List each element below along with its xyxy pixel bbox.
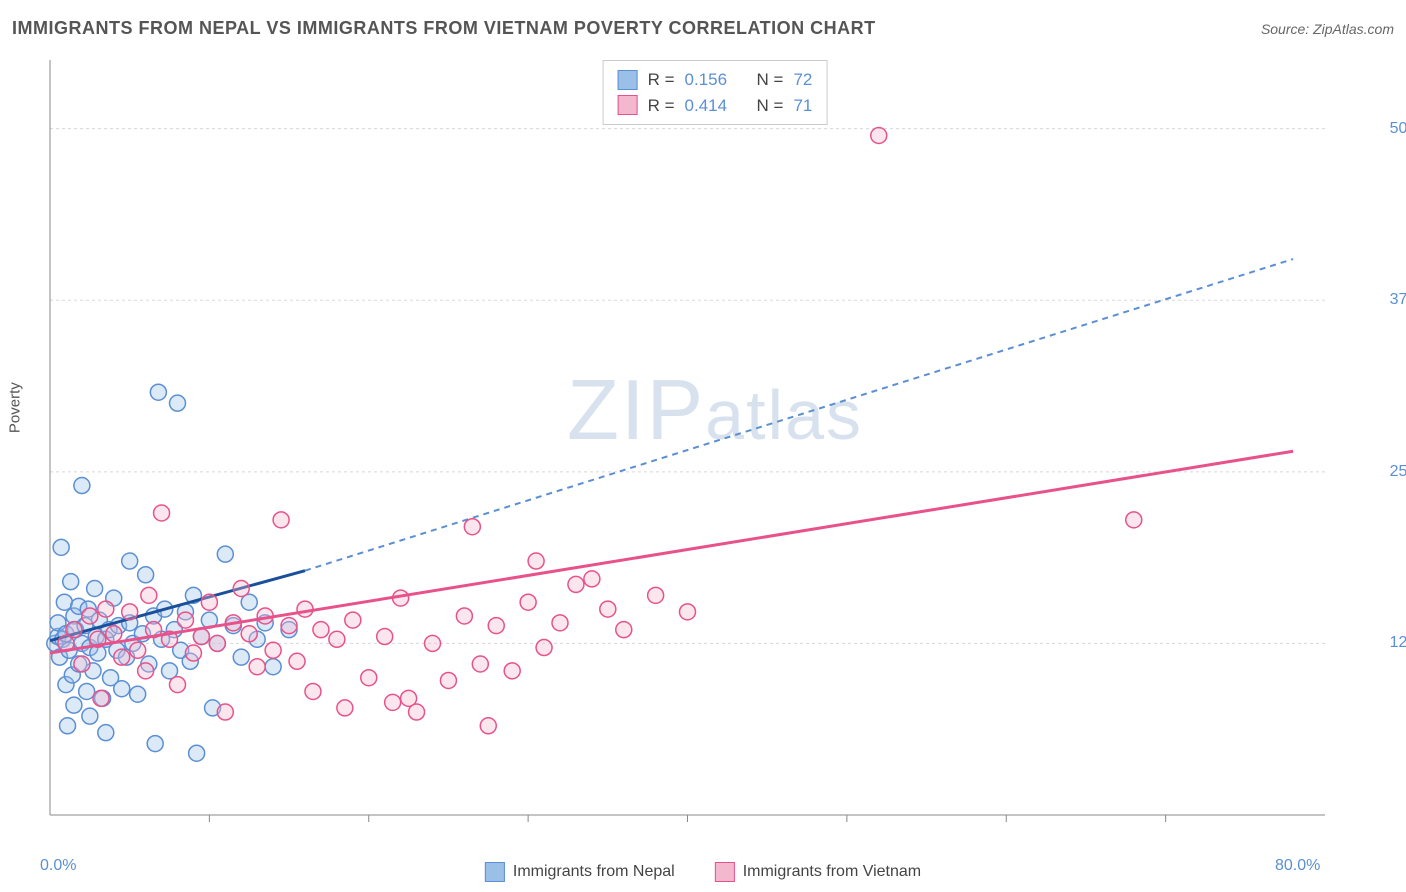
correlation-stats-box: R = 0.156 N = 72 R = 0.414 N = 71 [603, 60, 828, 125]
legend-swatch-series2 [715, 862, 735, 882]
r-label-1: R = [648, 67, 675, 93]
r-value-2: 0.414 [685, 93, 728, 119]
xtick-label: 80.0% [1275, 857, 1320, 875]
n-label-2: N = [757, 93, 784, 119]
legend-label-series1: Immigrants from Nepal [513, 863, 675, 881]
n-value-2: 71 [793, 93, 812, 119]
legend-label-series2: Immigrants from Vietnam [743, 863, 921, 881]
r-label-2: R = [648, 93, 675, 119]
scatter-plot [45, 55, 1385, 845]
swatch-series1 [618, 70, 638, 90]
n-value-1: 72 [793, 67, 812, 93]
legend-item-series1: Immigrants from Nepal [485, 862, 675, 882]
ytick-label: 12.5% [1390, 634, 1406, 652]
xtick-label: 0.0% [40, 857, 76, 875]
legend-item-series2: Immigrants from Vietnam [715, 862, 921, 882]
ytick-label: 25.0% [1390, 463, 1406, 481]
stats-row-series1: R = 0.156 N = 72 [618, 67, 813, 93]
source-value: ZipAtlas.com [1313, 21, 1394, 37]
yaxis-title: Poverty [7, 382, 24, 433]
chart-title: IMMIGRANTS FROM NEPAL VS IMMIGRANTS FROM… [12, 18, 876, 39]
swatch-series2 [618, 95, 638, 115]
chart-header: IMMIGRANTS FROM NEPAL VS IMMIGRANTS FROM… [12, 18, 1394, 39]
source-attribution: Source: ZipAtlas.com [1261, 21, 1394, 37]
chart-area: Poverty ZIPatlas R = 0.156 N = 72 R = 0.… [45, 55, 1385, 845]
bottom-legend: Immigrants from Nepal Immigrants from Vi… [485, 862, 921, 882]
ytick-label: 37.5% [1390, 291, 1406, 309]
r-value-1: 0.156 [685, 67, 728, 93]
legend-swatch-series1 [485, 862, 505, 882]
ytick-label: 50.0% [1390, 120, 1406, 138]
stats-row-series2: R = 0.414 N = 71 [618, 93, 813, 119]
source-label: Source: [1261, 21, 1313, 37]
n-label-1: N = [757, 67, 784, 93]
